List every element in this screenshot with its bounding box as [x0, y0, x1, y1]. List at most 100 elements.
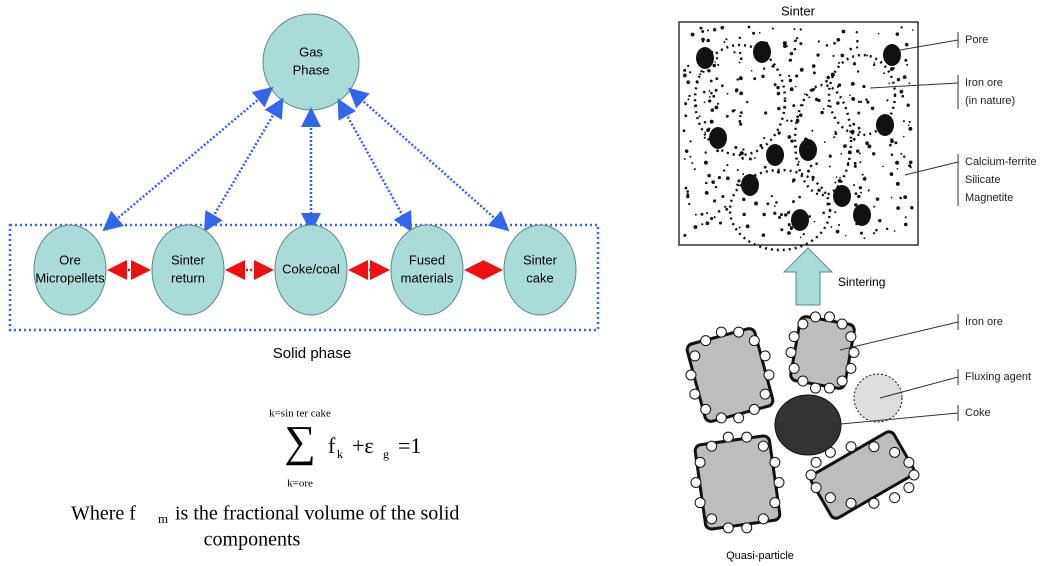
arrow-label: Sintering [838, 275, 885, 289]
flux-grain [786, 348, 796, 358]
texture-dot [738, 120, 741, 123]
caption: Where f m is the fractional volume of th… [71, 503, 459, 551]
texture-dot [789, 79, 792, 82]
texture-dot [762, 213, 765, 216]
texture-dot [815, 162, 818, 165]
flux-grain [723, 432, 733, 442]
texture-dot [707, 69, 710, 72]
texture-dot [752, 32, 755, 35]
texture-dot [857, 195, 860, 198]
flux-grain [789, 332, 799, 342]
texture-dot [826, 44, 829, 47]
texture-dot [890, 139, 894, 143]
texture-dot [783, 41, 787, 45]
flux-grain [811, 483, 821, 493]
flux-grain [760, 389, 770, 399]
texture-dot [829, 155, 832, 158]
flux-grain [716, 413, 726, 423]
texture-dot [789, 59, 792, 62]
texture-dot [896, 182, 900, 186]
texture-dot [849, 48, 852, 51]
texture-dot [843, 145, 846, 148]
flux-grain [904, 457, 914, 467]
texture-dot [906, 64, 908, 66]
subscript: g [383, 447, 389, 461]
texture-dot [842, 30, 846, 34]
texture-dot [823, 108, 825, 110]
texture-dot [903, 136, 905, 138]
texture-dot [771, 195, 773, 197]
texture-dot [894, 230, 896, 232]
texture-dot [897, 78, 900, 81]
texture-dot [860, 192, 862, 194]
texture-dot [726, 115, 729, 118]
texture-dot [773, 212, 776, 215]
flux-grain [716, 327, 726, 337]
texture-dot [894, 141, 897, 144]
texture-dot [687, 65, 689, 67]
texture-dot [790, 139, 793, 142]
texture-dot [824, 141, 826, 143]
flux-grain [810, 312, 820, 322]
texture-dot [811, 130, 813, 132]
texture-dot [706, 128, 710, 132]
texture-dot [720, 26, 724, 30]
flux-grain [701, 404, 711, 414]
fluxing-agent [854, 374, 902, 422]
texture-dot [727, 93, 729, 95]
callout-label: Fluxing agent [965, 371, 1031, 383]
solid-phase-label: Solid phase [273, 345, 351, 362]
texture-dot [746, 101, 748, 103]
texture-dot [725, 208, 728, 211]
texture-dot [865, 98, 868, 101]
flux-grain [825, 312, 835, 322]
texture-dot [705, 182, 707, 184]
texture-dot [851, 97, 855, 101]
texture-dot [871, 107, 874, 110]
texture-dot [891, 197, 893, 199]
callout-label: Pore [965, 34, 988, 46]
texture-dot [787, 231, 791, 235]
texture-dot [856, 40, 859, 43]
texture-dot [836, 176, 838, 178]
node-label: materials [401, 270, 454, 285]
texture-dot [683, 234, 686, 237]
flux-grain [798, 319, 808, 329]
flux-grain [837, 319, 847, 329]
leader-line [840, 322, 958, 350]
texture-dot [873, 62, 875, 64]
flux-grain [764, 370, 774, 380]
texture-dot [734, 109, 736, 111]
texture-dot [838, 224, 840, 226]
texture-dot [903, 195, 907, 199]
texture-dot [829, 165, 831, 167]
texture-dot [786, 119, 788, 121]
node-label: Coke/coal [282, 261, 340, 276]
pore [791, 209, 809, 231]
texture-dot [742, 213, 745, 216]
texture-dot [839, 177, 841, 179]
texture-dot [724, 206, 726, 208]
texture-dot [840, 153, 842, 155]
texture-dot [762, 233, 766, 237]
texture-dot [860, 232, 863, 235]
flux-grain [789, 363, 799, 373]
texture-dot [790, 120, 793, 123]
texture-dot [882, 166, 884, 168]
texture-dot [798, 161, 800, 163]
texture-dot [800, 28, 802, 30]
texture-dot [723, 169, 725, 171]
texture-dot [803, 233, 805, 235]
texture-dot [739, 76, 743, 80]
texture-dot [764, 111, 767, 114]
flux-grain [695, 498, 705, 508]
texture-dot [691, 33, 695, 37]
texture-dot [886, 228, 889, 231]
flux-grain [909, 470, 919, 480]
pore [833, 185, 851, 207]
texture-dot [777, 92, 781, 96]
callout-label: (in nature) [965, 95, 1015, 107]
flux-grain [690, 351, 700, 361]
texture-dot [853, 138, 856, 141]
texture-dot [748, 26, 751, 29]
